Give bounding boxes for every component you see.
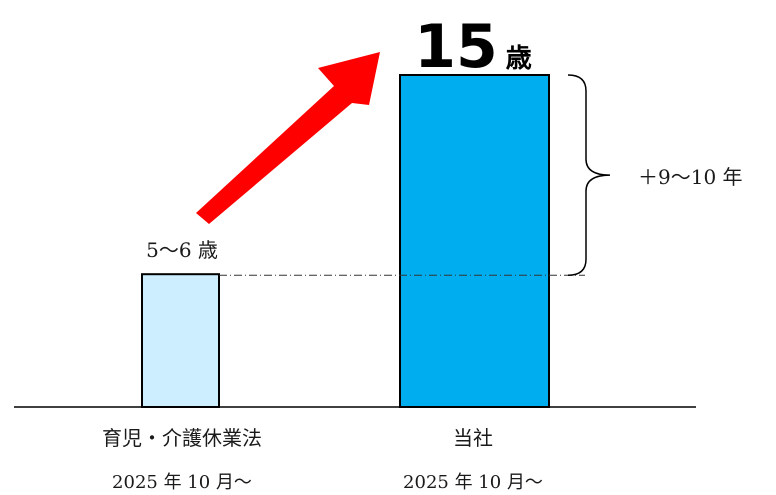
growth-arrow (196, 52, 380, 224)
value-label-company: 15 歳 (414, 12, 532, 82)
value-label-company-unit: 歳 (506, 44, 532, 74)
date-label-company: 2025 年 10 月～ (403, 472, 543, 493)
difference-brace (567, 74, 611, 276)
value-label-company-number: 15 (414, 12, 498, 82)
value-label-law: 5～6 歳 (146, 238, 218, 262)
date-label-law: 2025 年 10 月～ (112, 472, 252, 493)
category-label-law: 育児・介護休業法 (102, 426, 262, 450)
bar-childcare-law (141, 273, 220, 409)
difference-label: ＋9～10 年 (638, 165, 743, 189)
bar-company (399, 74, 550, 408)
category-label-company: 当社 (453, 426, 493, 450)
